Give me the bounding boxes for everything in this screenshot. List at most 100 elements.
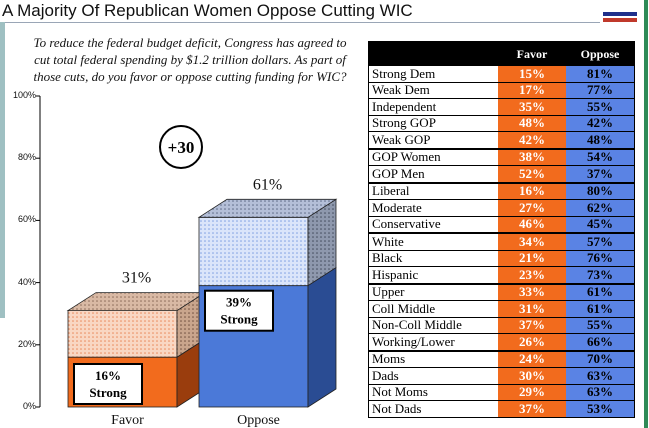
y-tick-label: 80% bbox=[17, 152, 36, 163]
row-oppose-value: 61% bbox=[566, 300, 635, 318]
row-favor-value: 34% bbox=[498, 232, 566, 251]
row-label: Weak GOP bbox=[368, 131, 498, 149]
bar-chart: 31% 16% Strong Favor 61% 39% Strong Oppose +30 bbox=[36, 95, 338, 428]
table-header-blank bbox=[368, 41, 498, 66]
row-oppose-value: 76% bbox=[566, 250, 635, 267]
favor-total-label: 31% bbox=[122, 270, 151, 287]
row-label: Upper bbox=[368, 282, 498, 301]
row-label: Black bbox=[368, 250, 498, 267]
row-label: Coll Middle bbox=[368, 300, 498, 318]
right-accent-rule bbox=[644, 0, 648, 428]
oppose-total-label: 61% bbox=[253, 176, 282, 193]
row-favor-value: 48% bbox=[498, 115, 566, 132]
row-oppose-value: 81% bbox=[566, 66, 635, 83]
row-oppose-value: 48% bbox=[566, 131, 635, 149]
net-difference-value: +30 bbox=[168, 138, 195, 157]
table-row: Working/Lower 26% 66% bbox=[368, 333, 635, 351]
row-oppose-value: 45% bbox=[566, 216, 635, 234]
row-oppose-value: 57% bbox=[566, 232, 635, 251]
title-rule bbox=[0, 22, 600, 23]
row-oppose-value: 77% bbox=[566, 82, 635, 99]
row-oppose-value: 54% bbox=[566, 147, 635, 166]
row-label: Independent bbox=[368, 98, 498, 116]
survey-question: To reduce the federal budget deficit, Co… bbox=[33, 35, 347, 84]
favor-strong-word: Strong bbox=[89, 385, 127, 400]
row-favor-value: 15% bbox=[498, 66, 566, 83]
row-label: Non-Coll Middle bbox=[368, 317, 498, 334]
y-tick-label: 0% bbox=[22, 401, 36, 411]
row-favor-value: 52% bbox=[498, 165, 566, 183]
y-tick-label: 100% bbox=[12, 90, 36, 100]
oppose-strong-pct: 39% bbox=[226, 295, 252, 310]
row-favor-value: 29% bbox=[498, 384, 566, 401]
row-favor-value: 38% bbox=[498, 147, 566, 166]
oppose-bar-top bbox=[197, 198, 338, 218]
row-label: Strong Dem bbox=[368, 66, 498, 83]
x-category-label: Favor bbox=[111, 413, 144, 428]
favor-strong-pct: 16% bbox=[95, 368, 121, 383]
oppose-total-bar bbox=[198, 216, 309, 287]
row-favor-value: 21% bbox=[498, 250, 566, 267]
row-label: Moderate bbox=[368, 199, 498, 217]
x-category-label: Oppose bbox=[237, 413, 280, 428]
row-label: Not Dads bbox=[368, 400, 498, 418]
table-row: Moms 24% 70% bbox=[368, 349, 635, 368]
row-oppose-value: 62% bbox=[566, 199, 635, 217]
y-tick-label: 20% bbox=[17, 338, 36, 349]
table-row: Non-Coll Middle 37% 55% bbox=[368, 317, 635, 334]
row-oppose-value: 42% bbox=[566, 115, 635, 132]
row-favor-value: 31% bbox=[498, 300, 566, 318]
row-oppose-value: 73% bbox=[566, 266, 635, 284]
table-row: GOP Men 52% 37% bbox=[368, 165, 635, 183]
table-row: Moderate 27% 62% bbox=[368, 199, 635, 217]
left-accent-rule bbox=[0, 22, 5, 318]
row-oppose-value: 61% bbox=[566, 282, 635, 301]
row-label: GOP Men bbox=[368, 165, 498, 183]
oppose-strong-word: Strong bbox=[220, 312, 258, 327]
row-oppose-value: 63% bbox=[566, 367, 635, 385]
row-label: GOP Women bbox=[368, 147, 498, 166]
row-oppose-value: 55% bbox=[566, 98, 635, 116]
row-oppose-value: 63% bbox=[566, 384, 635, 401]
oppose-strong-bar-side bbox=[307, 266, 337, 408]
row-oppose-value: 55% bbox=[566, 317, 635, 334]
row-label: Dads bbox=[368, 367, 498, 385]
table-row: Hispanic 23% 73% bbox=[368, 266, 635, 284]
flag-stripes-icon bbox=[603, 12, 637, 22]
y-tick-label: 60% bbox=[17, 214, 36, 225]
row-label: Moms bbox=[368, 349, 498, 368]
table-row: Weak GOP 42% 48% bbox=[368, 131, 635, 149]
table-header-row: Favor Oppose bbox=[368, 41, 635, 66]
row-favor-value: 37% bbox=[498, 317, 566, 334]
row-favor-value: 35% bbox=[498, 98, 566, 116]
row-favor-value: 26% bbox=[498, 333, 566, 351]
table-row: Not Moms 29% 63% bbox=[368, 384, 635, 401]
row-favor-value: 33% bbox=[498, 282, 566, 301]
row-oppose-value: 53% bbox=[566, 400, 635, 418]
row-favor-value: 16% bbox=[498, 181, 566, 200]
row-favor-value: 30% bbox=[498, 367, 566, 385]
table-header-oppose: Oppose bbox=[566, 41, 635, 66]
row-oppose-value: 66% bbox=[566, 333, 635, 351]
favor-strong-label-box bbox=[73, 363, 143, 405]
table-row: Independent 35% 55% bbox=[368, 98, 635, 116]
row-favor-value: 42% bbox=[498, 131, 566, 149]
table-row: White 34% 57% bbox=[368, 232, 635, 251]
row-favor-value: 23% bbox=[498, 266, 566, 284]
table-row: Conservative 46% 45% bbox=[368, 216, 635, 234]
row-oppose-value: 70% bbox=[566, 349, 635, 368]
y-tick-label: 40% bbox=[17, 276, 36, 287]
row-favor-value: 17% bbox=[498, 82, 566, 99]
row-label: Conservative bbox=[368, 216, 498, 234]
row-label: Weak Dem bbox=[368, 82, 498, 99]
oppose-strong-label-box bbox=[204, 289, 274, 332]
row-favor-value: 24% bbox=[498, 349, 566, 368]
table-row: Dads 30% 63% bbox=[368, 367, 635, 385]
row-label: Hispanic bbox=[368, 266, 498, 284]
row-oppose-value: 80% bbox=[566, 181, 635, 200]
row-label: Strong GOP bbox=[368, 115, 498, 132]
table-row: Coll Middle 31% 61% bbox=[368, 300, 635, 318]
table-row: GOP Women 38% 54% bbox=[368, 147, 635, 166]
table-row: Strong Dem 15% 81% bbox=[368, 66, 635, 83]
row-label: Working/Lower bbox=[368, 333, 498, 351]
